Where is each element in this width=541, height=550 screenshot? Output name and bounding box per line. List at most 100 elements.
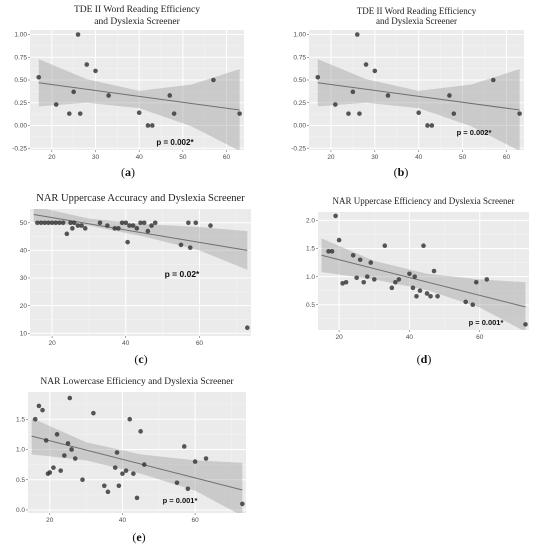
chart-title-line: TDE II Word Reading Efficiency: [74, 4, 200, 15]
data-point: [54, 432, 60, 437]
data-point: [192, 459, 198, 464]
chart-title-line: TDE II Word Reading Efficiency: [357, 6, 477, 16]
data-point: [245, 325, 250, 331]
y-tick-label: 0.50: [14, 77, 27, 84]
data-point: [372, 68, 378, 74]
trend-line: [317, 82, 520, 111]
data-point: [91, 410, 96, 416]
data-point: [127, 416, 133, 422]
data-point: [84, 62, 90, 67]
plot-background: [28, 392, 246, 513]
caption-b: (b): [393, 165, 409, 179]
data-point: [51, 465, 56, 470]
data-point: [116, 483, 122, 489]
x-tick-label: 60: [476, 334, 484, 341]
data-point: [65, 441, 71, 446]
x-tick-label: 40: [122, 340, 130, 347]
chart-a: TDE II Word Reading Efficiency and Dyslex…: [12, 4, 244, 161]
data-point: [174, 480, 180, 486]
data-point: [42, 220, 48, 226]
data-point: [136, 110, 142, 116]
y-tick-label: 0.0: [16, 507, 25, 514]
data-point: [46, 220, 51, 226]
data-point: [185, 486, 191, 492]
data-point: [47, 470, 53, 475]
y-tick-label: 0.00: [14, 123, 27, 130]
data-point: [36, 74, 42, 80]
data-point: [425, 123, 430, 128]
data-point: [93, 68, 98, 74]
y-tick-label: 1.0: [306, 274, 315, 281]
chart-panel-b: TDE II Word Reading Efficiency and Dyslex…: [276, 0, 531, 161]
plot-background: [30, 209, 251, 336]
data-point: [240, 501, 245, 507]
data-point: [149, 223, 154, 228]
data-point: [421, 243, 426, 249]
data-point: [105, 223, 110, 228]
caption-d: (d): [416, 352, 432, 366]
y-tick-label: 50: [20, 220, 28, 227]
y-tick-label: 0.75: [293, 54, 306, 61]
confidence-band: [31, 418, 243, 513]
y-tick-label: 1.5: [306, 246, 315, 253]
data-point: [134, 226, 140, 231]
data-point: [70, 226, 75, 231]
data-point: [193, 220, 199, 226]
data-point: [77, 111, 83, 116]
data-point: [67, 395, 73, 401]
data-point: [53, 220, 59, 226]
data-point: [490, 77, 496, 83]
data-point: [141, 462, 147, 467]
data-point: [75, 223, 81, 228]
data-point: [211, 77, 216, 83]
data-point: [62, 453, 67, 458]
y-tick-label: 0.5: [306, 302, 315, 309]
data-point: [326, 249, 331, 254]
data-point: [120, 471, 125, 476]
caption-e: (e): [132, 530, 146, 544]
data-point: [131, 471, 136, 476]
y-tick-label: 0.25: [293, 100, 306, 107]
y-tick-label: 1.00: [293, 32, 306, 39]
x-tick-label: 60: [503, 154, 511, 161]
data-point: [187, 245, 193, 250]
data-point: [389, 285, 395, 291]
p-value-annotation: p = 0.002*: [156, 138, 194, 147]
y-tick-label: 1.0: [16, 447, 25, 454]
data-point: [361, 279, 367, 285]
data-point: [71, 220, 77, 226]
x-tick-label: 30: [92, 154, 100, 161]
x-tick-label: 40: [136, 154, 144, 161]
y-tick-label: 0.5: [16, 477, 25, 484]
x-tick-label: 30: [371, 154, 379, 161]
data-point: [64, 231, 70, 237]
data-point: [145, 228, 151, 234]
data-point: [414, 293, 419, 299]
chart-title-line: NAR Uppercase Efficiency and Dyslexia Sc…: [332, 196, 514, 206]
data-point: [346, 111, 351, 116]
data-point: [82, 226, 88, 231]
trend-line: [38, 82, 240, 111]
data-point: [396, 277, 402, 282]
data-point: [75, 32, 81, 37]
data-point: [167, 93, 173, 98]
data-point: [127, 223, 132, 228]
data-point: [106, 93, 111, 98]
data-point: [112, 226, 118, 231]
data-point: [119, 220, 125, 226]
data-point: [71, 89, 76, 95]
data-point: [315, 74, 321, 80]
y-tick-label: 30: [20, 275, 28, 282]
data-point: [428, 293, 433, 299]
data-point: [145, 123, 151, 128]
chart-panel-c: NAR Uppercase Accuracy and Dyslexia Scre…: [0, 185, 255, 347]
data-point: [429, 123, 435, 128]
data-point: [123, 468, 129, 473]
x-tick-label: 60: [192, 517, 200, 524]
data-point: [340, 281, 345, 286]
data-point: [60, 220, 66, 226]
y-tick-label: 40: [20, 248, 28, 255]
caption-a: (a): [121, 165, 135, 179]
data-point: [333, 213, 338, 219]
x-tick-label: 20: [46, 517, 54, 524]
